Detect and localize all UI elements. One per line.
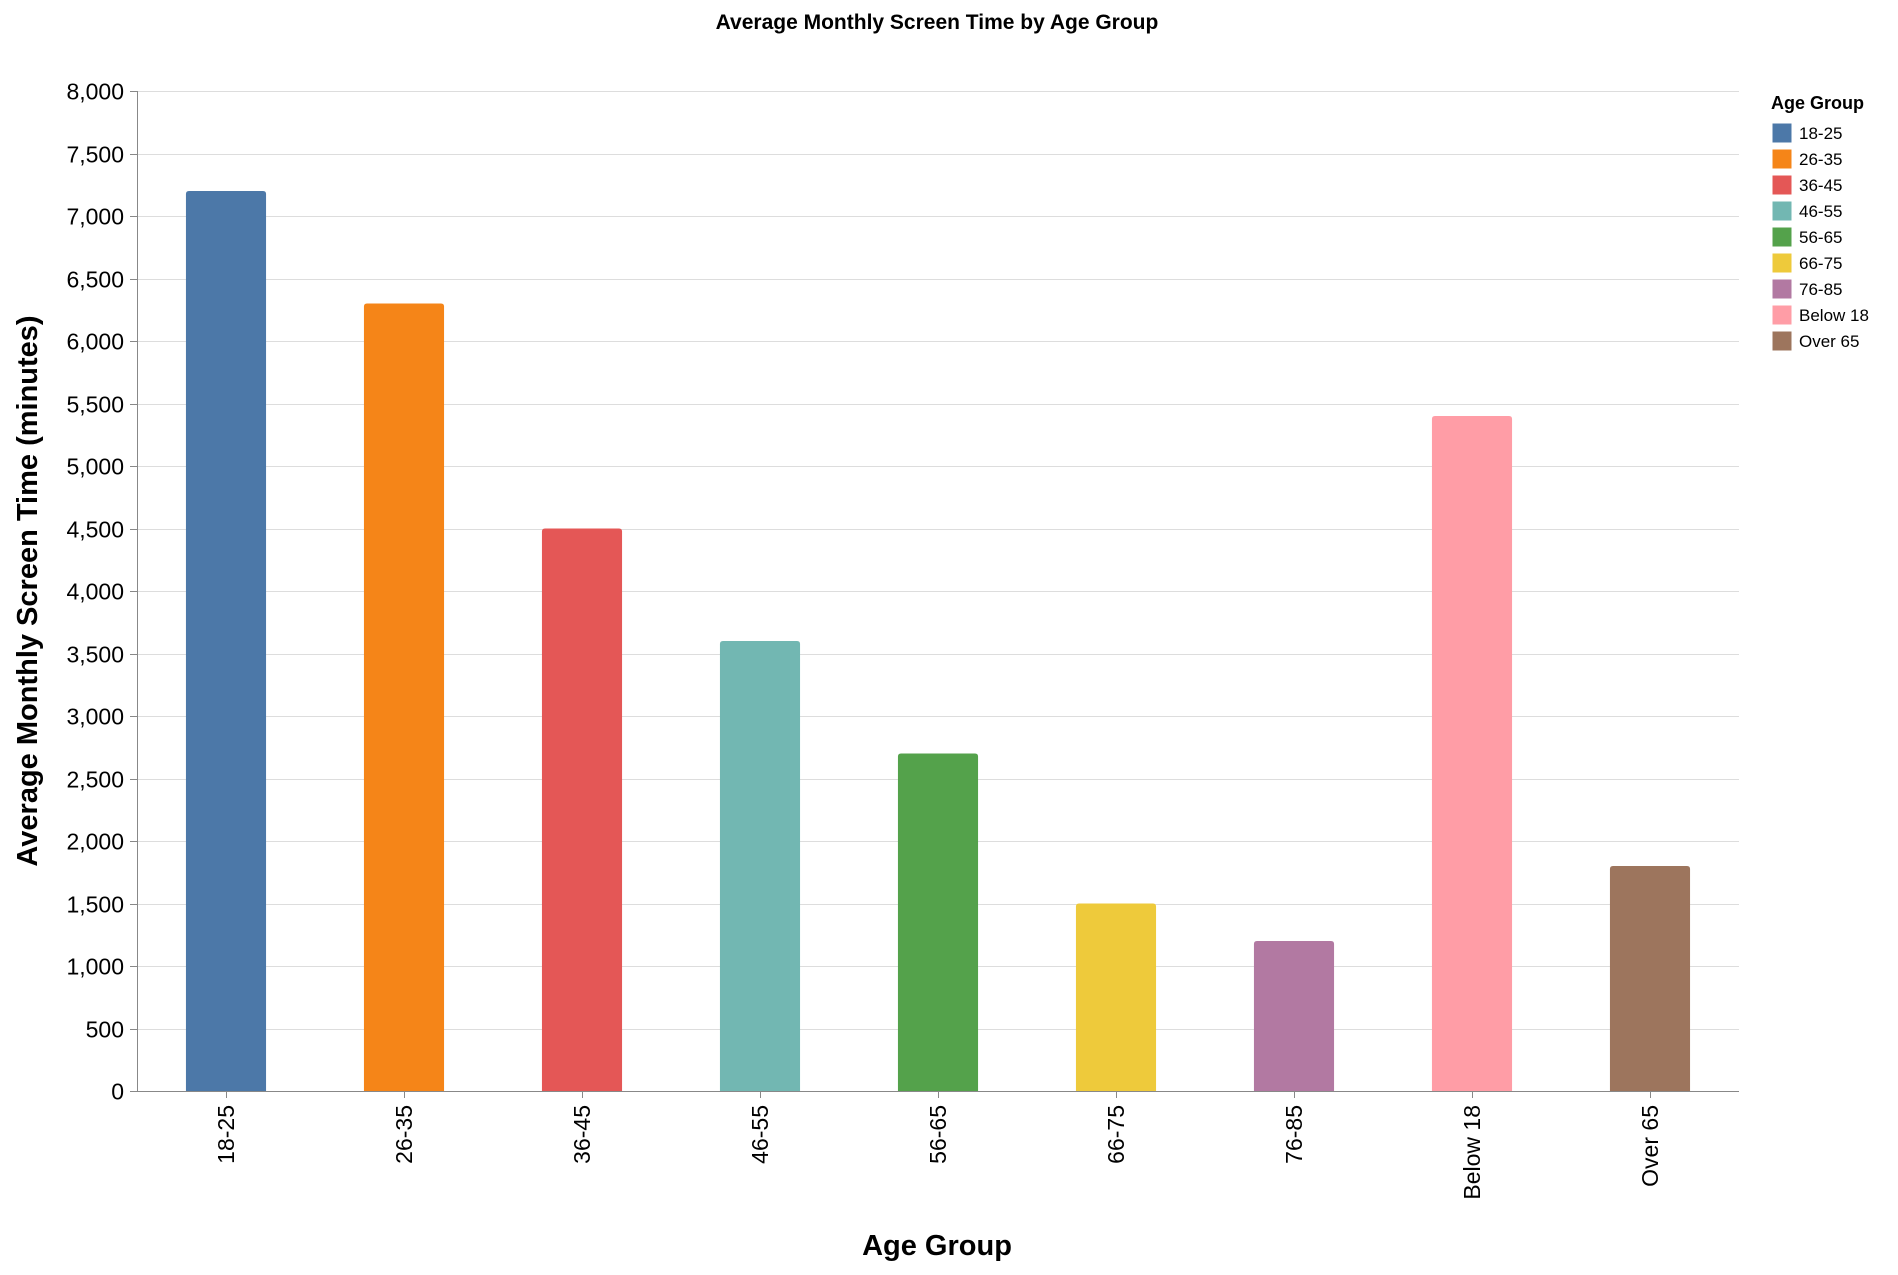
x-tick-label: 46-55 [747, 1105, 773, 1164]
legend-swatch [1772, 227, 1792, 247]
y-tick-label: 7,500 [66, 142, 124, 168]
y-axis-ticks: 0 500 1,000 1,500 2,000 2,500 3,000 3,500 4,000 4… [66, 79, 137, 1105]
x-axis-title: Age Group [862, 1230, 1012, 1262]
legend-swatch [1772, 253, 1792, 273]
y-tick-label: 5,000 [66, 454, 124, 480]
legend-swatch [1772, 201, 1792, 221]
y-tick-label: 5,500 [66, 392, 124, 418]
legend-label: 18-25 [1799, 124, 1842, 143]
bar-56-65 [897, 753, 979, 1091]
legend-label: Over 65 [1799, 332, 1859, 351]
legend-swatch [1772, 331, 1792, 351]
bar-46-55 [719, 641, 801, 1091]
y-axis-title: Average Monthly Screen Time (minutes) [12, 315, 44, 866]
x-tick-label: 26-35 [391, 1105, 417, 1164]
legend-title: Age Group [1771, 93, 1864, 113]
x-tick-label: 66-75 [1103, 1105, 1129, 1164]
y-tick-label: 4,000 [66, 579, 124, 605]
y-tick-label: 1,000 [66, 954, 124, 980]
legend-label: 76-85 [1799, 280, 1842, 299]
y-tick-label: 3,500 [66, 642, 124, 668]
x-tick-label: 18-25 [213, 1105, 239, 1164]
x-tick-label: 36-45 [569, 1105, 595, 1164]
y-tick-label: 0 [111, 1079, 124, 1105]
legend-swatch [1772, 123, 1792, 143]
legend-swatch [1772, 279, 1792, 299]
chart-title: Average Monthly Screen Time by Age Group [716, 11, 1159, 34]
x-tick-label: 56-65 [925, 1105, 951, 1164]
y-tick-label: 500 [86, 1017, 124, 1043]
legend-swatch [1772, 149, 1792, 169]
x-axis-ticks: 18-25 26-35 36-45 46-55 56-65 66-75 76-85 Below… [213, 1091, 1663, 1200]
y-tick-label: 6,500 [66, 267, 124, 293]
x-tick-label: 76-85 [1281, 1105, 1307, 1164]
y-tick-label: 3,000 [66, 704, 124, 730]
legend-label: 66-75 [1799, 254, 1842, 273]
bar-66-75 [1075, 903, 1157, 1091]
bar-76-85 [1253, 941, 1335, 1091]
y-tick-label: 4,500 [66, 517, 124, 543]
legend-label: 26-35 [1799, 150, 1842, 169]
legend-label: Below 18 [1799, 306, 1869, 325]
legend-label: 36-45 [1799, 176, 1842, 195]
y-tick-label: 7,000 [66, 204, 124, 230]
y-tick-label: 2,000 [66, 829, 124, 855]
bar-36-45 [541, 528, 623, 1091]
bars [185, 191, 1691, 1091]
y-tick-label: 8,000 [66, 79, 124, 105]
y-tick-label: 1,500 [66, 892, 124, 918]
legend-label: 56-65 [1799, 228, 1842, 247]
bar-over-65 [1609, 866, 1691, 1091]
x-tick-label: Below 18 [1459, 1105, 1485, 1200]
legend: Age Group 18-25 26-35 36-45 46-55 56-65 66-75… [1771, 93, 1869, 351]
legend-label: 46-55 [1799, 202, 1842, 221]
bar-below-18 [1431, 416, 1513, 1091]
bar-26-35 [363, 303, 445, 1091]
legend-swatch [1772, 175, 1792, 195]
bar-18-25 [185, 191, 267, 1091]
legend-swatch [1772, 305, 1792, 325]
x-tick-label: Over 65 [1637, 1105, 1663, 1187]
y-tick-label: 6,000 [66, 329, 124, 355]
y-tick-label: 2,500 [66, 767, 124, 793]
